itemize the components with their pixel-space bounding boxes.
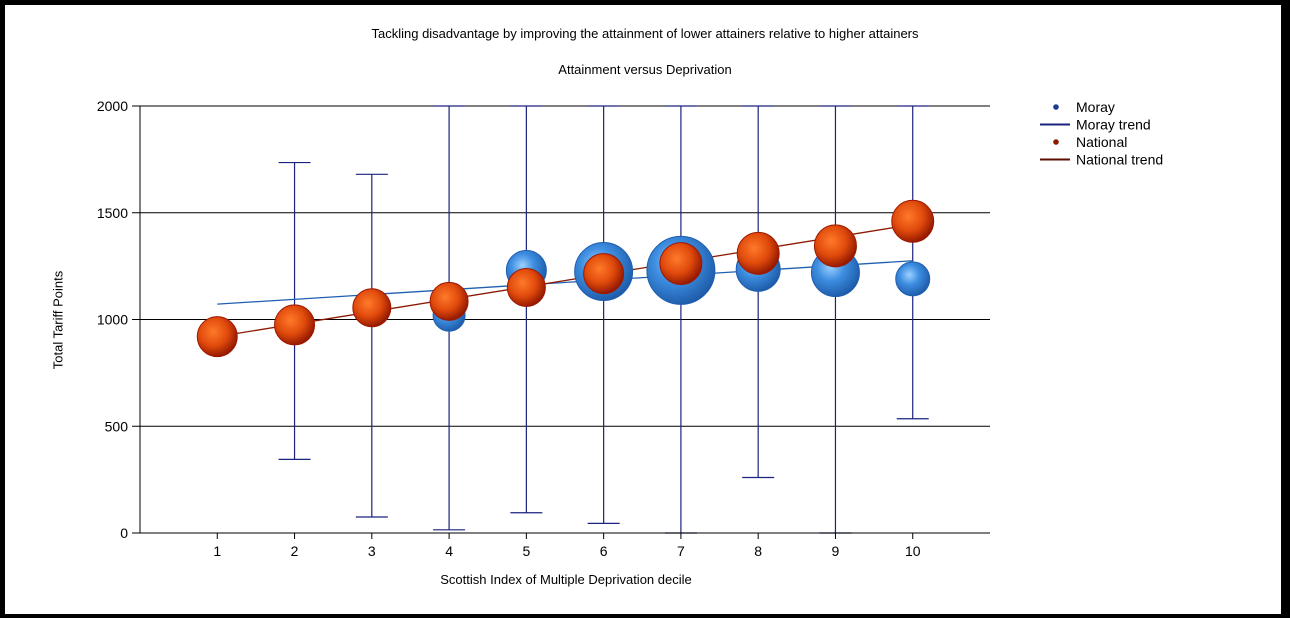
moray-point <box>895 261 931 297</box>
y-tick-label: 1500 <box>97 205 128 221</box>
national-point <box>429 281 469 321</box>
legend-marker <box>1053 139 1059 145</box>
x-tick-label: 3 <box>368 543 376 559</box>
national-point <box>274 304 316 346</box>
legend-label: National <box>1076 134 1127 150</box>
x-tick-label: 2 <box>291 543 299 559</box>
y-tick-label: 2000 <box>97 98 128 114</box>
x-axis-label: Scottish Index of Multiple Deprivation d… <box>440 572 692 587</box>
y-tick-label: 1000 <box>97 312 128 328</box>
legend-marker <box>1053 104 1059 110</box>
national-point <box>736 231 780 275</box>
x-tick-label: 6 <box>600 543 608 559</box>
moray-trend-line <box>217 260 913 305</box>
x-tick-label: 10 <box>905 543 921 559</box>
national-point <box>891 199 935 243</box>
chart-subtitle: Attainment versus Deprivation <box>558 62 732 77</box>
x-tick-label: 5 <box>522 543 530 559</box>
national-point <box>659 242 703 286</box>
national-point <box>813 224 857 268</box>
x-tick-label: 8 <box>754 543 762 559</box>
chart-title: Tackling disadvantage by improving the a… <box>371 26 919 41</box>
y-tick-label: 500 <box>105 418 129 434</box>
x-tick-label: 7 <box>677 543 685 559</box>
y-tick-label: 0 <box>120 525 128 541</box>
national-point <box>583 253 625 295</box>
x-tick-label: 1 <box>213 543 221 559</box>
national-point <box>196 316 238 358</box>
legend-label: Moray trend <box>1076 117 1151 133</box>
national-trend-line <box>217 223 913 338</box>
x-tick-label: 9 <box>832 543 840 559</box>
national-point <box>352 288 392 328</box>
x-tick-label: 4 <box>445 543 453 559</box>
national-point <box>506 267 546 307</box>
legend-label: National trend <box>1076 152 1163 168</box>
legend-label: Moray <box>1076 99 1115 115</box>
